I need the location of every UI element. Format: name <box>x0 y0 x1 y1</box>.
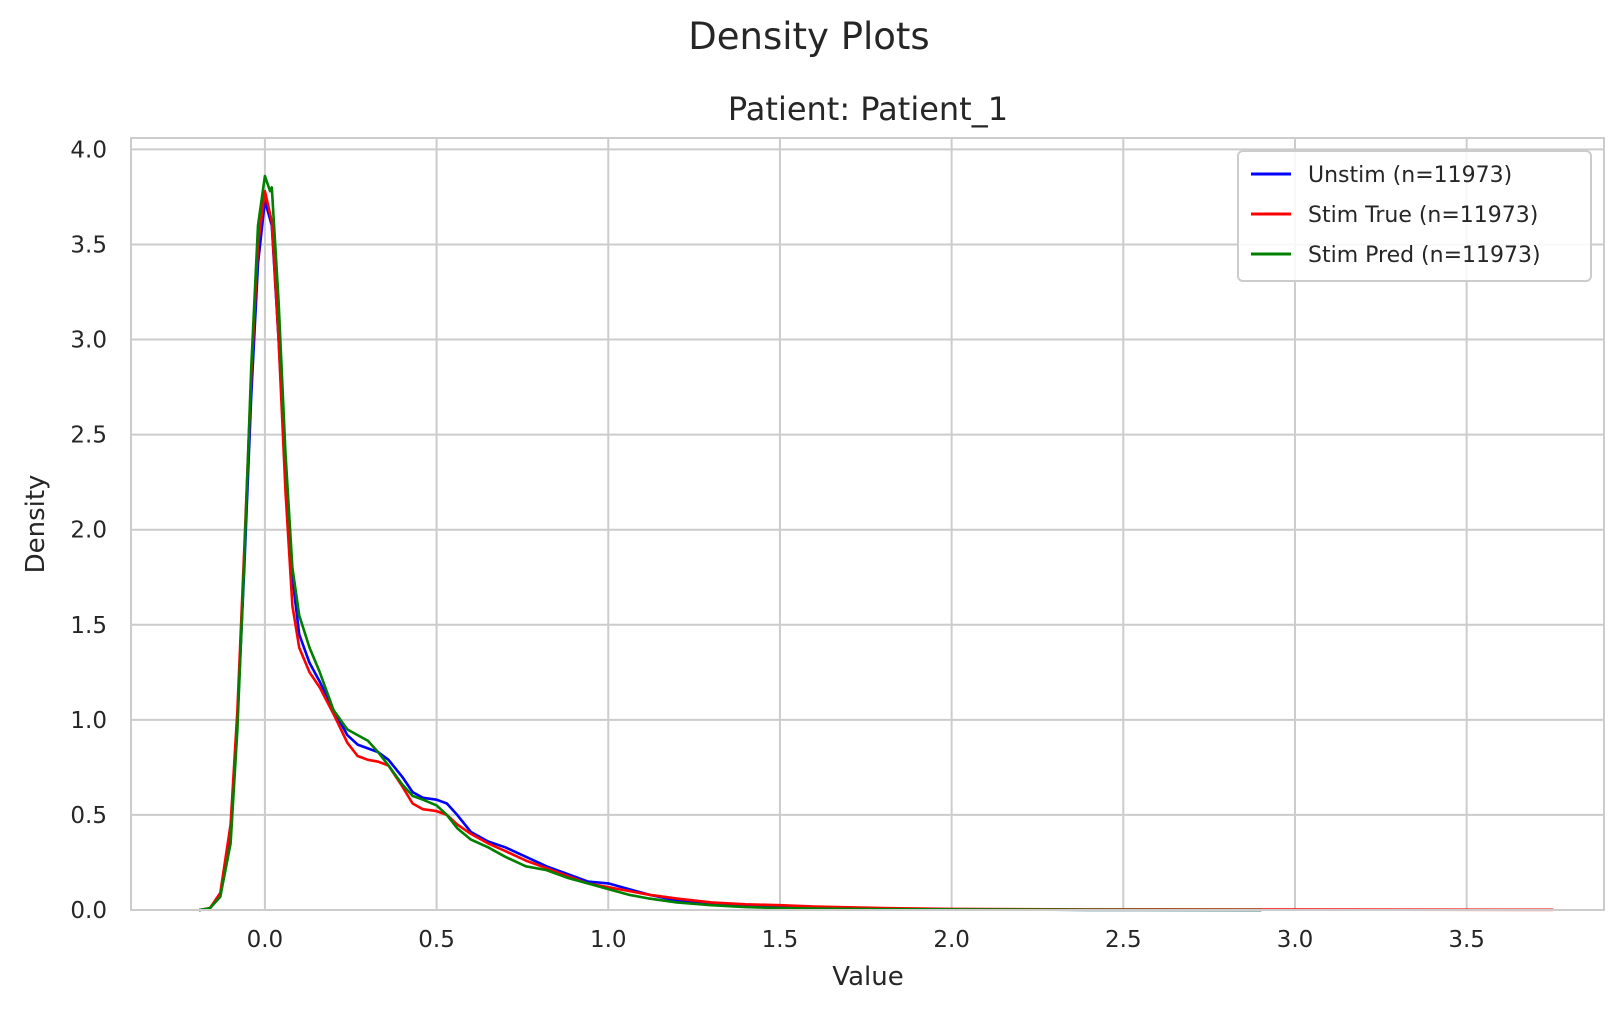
series-line-1 <box>198 189 1554 912</box>
x-tick-label: 1.5 <box>762 927 799 953</box>
chart-title: Patient: Patient_1 <box>728 90 1008 128</box>
chart-suptitle: Density Plots <box>688 15 929 58</box>
y-tick-label: 3.5 <box>70 232 107 258</box>
series-line-0 <box>198 199 1262 912</box>
x-tick-label: 3.0 <box>1277 927 1314 953</box>
y-axis-label: Density <box>21 475 51 574</box>
y-tick-label: 2.0 <box>70 518 107 544</box>
legend-entry-1: Stim True (n=11973) <box>1308 203 1538 228</box>
y-tick-label: 1.5 <box>70 613 107 639</box>
grid-lines <box>131 138 1604 911</box>
series-lines <box>198 174 1554 912</box>
x-tick-label: 0.5 <box>418 927 455 953</box>
legend-box <box>1237 150 1592 282</box>
x-tick-label: 3.5 <box>1448 927 1485 953</box>
legend-entry-2: Stim Pred (n=11973) <box>1308 243 1541 268</box>
y-tick-label: 3.0 <box>70 328 107 354</box>
x-tick-labels: 0.0 0.5 1.0 1.5 2.0 2.5 3.0 3.5 <box>247 927 1485 953</box>
series-line-2 <box>198 174 1262 912</box>
x-tick-label: 2.5 <box>1105 927 1142 953</box>
y-tick-label: 2.5 <box>70 423 107 449</box>
x-tick-label: 1.0 <box>590 927 627 953</box>
y-tick-label: 0.5 <box>70 803 107 829</box>
y-tick-label: 0.0 <box>70 898 107 924</box>
x-tick-label: 2.0 <box>933 927 970 953</box>
x-tick-label: 0.0 <box>247 927 284 953</box>
legend: Unstim (n=11973) Stim True (n=11973) Stim … <box>1237 150 1592 282</box>
plot-frame <box>130 137 1605 911</box>
x-axis-label: Value <box>832 962 903 992</box>
y-tick-label: 4.0 <box>70 137 107 163</box>
y-tick-labels: 0.0 0.5 1.0 1.5 2.0 2.5 3.0 3.5 4.0 <box>70 137 107 924</box>
legend-entry-0: Unstim (n=11973) <box>1308 163 1512 188</box>
y-tick-label: 1.0 <box>70 708 107 734</box>
